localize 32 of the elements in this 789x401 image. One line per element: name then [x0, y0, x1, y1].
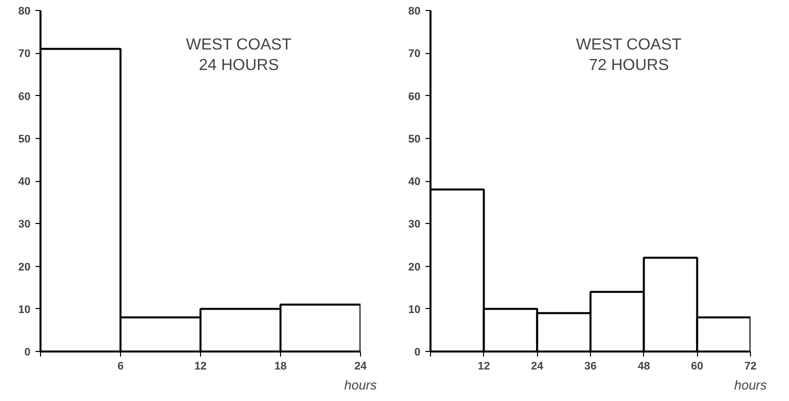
y-tick-label: 80 [408, 6, 421, 18]
y-tick-label: 50 [408, 133, 421, 146]
y-tick-label: 40 [18, 176, 31, 188]
y-tick-label: 50 [18, 133, 31, 146]
y-tick-label: 70 [408, 48, 421, 60]
y-tick-label: 60 [408, 90, 421, 103]
y-tick-label: 40 [408, 176, 421, 188]
x-tick-label: 12 [194, 360, 207, 372]
x-tick-label: 48 [638, 360, 650, 372]
x-tick-label: 24 [354, 360, 368, 372]
y-tick-label: 30 [408, 218, 421, 231]
x-tick-label: 72 [744, 360, 757, 372]
text: WEST COAST 24 HOURS [186, 36, 292, 74]
y-tick-label: 10 [18, 304, 31, 316]
x-tick-label: 24 [531, 360, 544, 372]
x-tick-label: 18 [274, 360, 287, 372]
text: WEST COAST 72 HOURS [576, 36, 682, 74]
y-tick-label: 80 [18, 6, 31, 18]
x-tick-label: 36 [584, 360, 597, 372]
x-tick-label: 60 [691, 360, 704, 372]
y-tick-label: 20 [408, 261, 421, 274]
x-axis-title: hours [734, 378, 768, 392]
x-axis-title: hours [344, 378, 378, 392]
y-tick-label: 20 [18, 261, 31, 274]
y-tick-label: 60 [18, 90, 31, 103]
y-tick-label: 0 [414, 346, 421, 358]
y-tick-label: 0 [24, 346, 31, 358]
x-tick-label: 6 [117, 360, 124, 372]
y-tick-label: 30 [18, 218, 31, 231]
x-tick-label: 12 [478, 360, 490, 372]
y-tick-label: 10 [408, 304, 421, 316]
y-tick-label: 70 [18, 48, 31, 60]
